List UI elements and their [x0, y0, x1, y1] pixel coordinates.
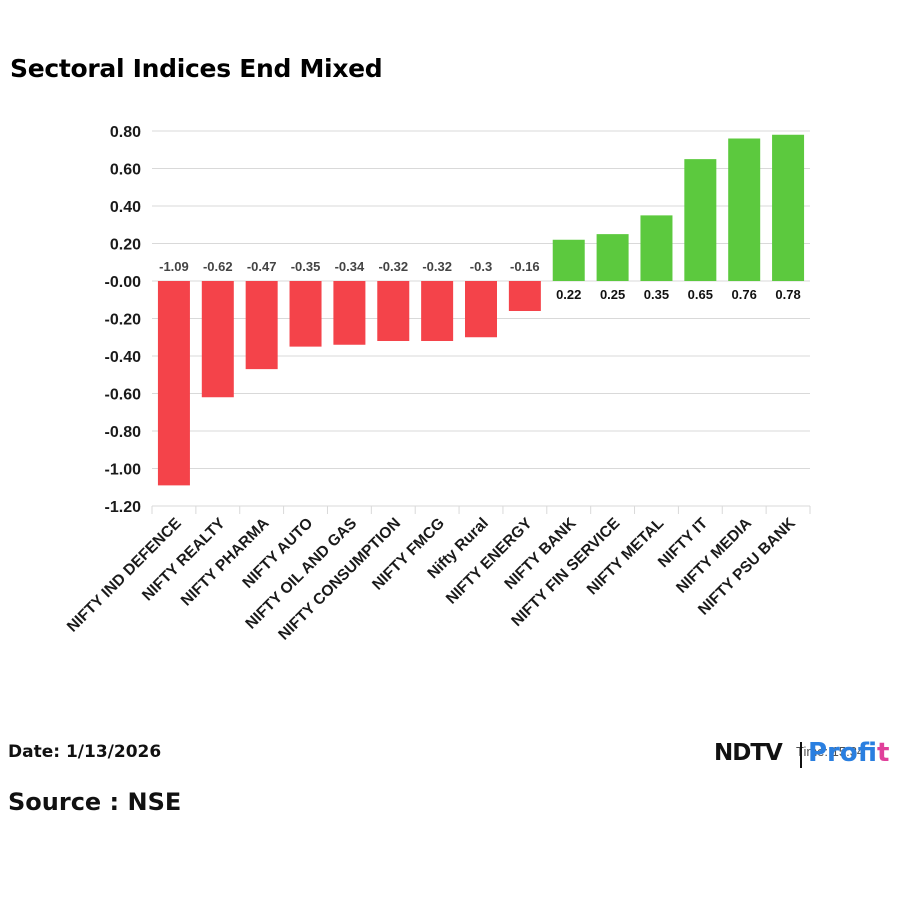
value-label: -0.34	[335, 259, 365, 274]
bar	[377, 281, 410, 341]
bar	[157, 281, 190, 486]
y-tick-label: 0.80	[110, 124, 141, 141]
value-labels: -1.09 -0.62 -0.47 -0.35 -0.34 -0.32 -0.32 -0.3 -…	[159, 259, 801, 302]
value-label: 0.78	[775, 287, 800, 302]
y-tick-label: -0.60	[105, 387, 142, 404]
y-tick-label: -1.20	[105, 499, 142, 516]
y-axis-ticks: 0.80 0.60 0.40 0.20 -0.00 -0.20 -0.40 -0.60 -0.8…	[105, 124, 142, 516]
y-tick-label: 0.60	[110, 162, 141, 179]
value-label: -0.35	[291, 259, 321, 274]
y-tick-label: -1.00	[105, 462, 142, 479]
date-label: Date: 1/13/2026	[8, 742, 162, 762]
logo-product-main: Profi	[808, 738, 878, 768]
value-label: 0.76	[732, 287, 757, 302]
value-label: -1.09	[159, 259, 189, 274]
value-label: 0.25	[600, 287, 625, 302]
bar	[728, 138, 761, 281]
source-label: Source : NSE	[8, 788, 182, 816]
bar	[552, 239, 585, 281]
value-label: 0.65	[688, 287, 713, 302]
bar	[421, 281, 454, 341]
bar	[772, 134, 805, 281]
value-label: 0.35	[644, 287, 669, 302]
value-label: 0.22	[556, 287, 581, 302]
y-tick-label: -0.00	[105, 274, 142, 291]
bar	[465, 281, 497, 338]
ndtv-profit-logo: NDTV Time: 15:34 Profit	[714, 738, 894, 774]
logo-time-text: Time: 15:34	[796, 744, 865, 759]
bar	[289, 281, 322, 347]
bar	[640, 215, 673, 281]
bar	[508, 281, 541, 311]
logo-brand-text: NDTV	[714, 740, 783, 766]
value-label: -0.47	[247, 259, 277, 274]
bar	[245, 281, 278, 370]
bar	[596, 234, 629, 281]
value-label: -0.62	[203, 259, 233, 274]
y-tick-label: -0.80	[105, 424, 142, 441]
x-tick-label: NIFTY METAL	[584, 515, 667, 598]
bars	[157, 134, 805, 486]
bar	[201, 281, 234, 398]
logo-divider	[800, 742, 802, 768]
logo-product-text: Profit	[808, 738, 889, 768]
bar-chart: 0.80 0.60 0.40 0.20 -0.00 -0.20 -0.40 -0.60 -0.8…	[64, 124, 811, 644]
value-label: -0.32	[422, 259, 452, 274]
gridlines	[152, 130, 810, 507]
value-label: -0.16	[510, 259, 540, 274]
value-label: -0.3	[470, 259, 492, 274]
bar	[333, 281, 366, 345]
y-tick-label: 0.20	[110, 237, 141, 254]
bar	[684, 159, 717, 281]
logo-product-tail: t	[877, 738, 890, 768]
value-label: -0.32	[378, 259, 408, 274]
y-tick-label: 0.40	[110, 199, 141, 216]
y-tick-label: -0.20	[105, 312, 142, 329]
y-tick-label: -0.40	[105, 349, 142, 366]
chart-title: Sectoral Indices End Mixed	[10, 54, 383, 83]
x-tick-label: NIFTY MEDIA	[673, 515, 755, 597]
